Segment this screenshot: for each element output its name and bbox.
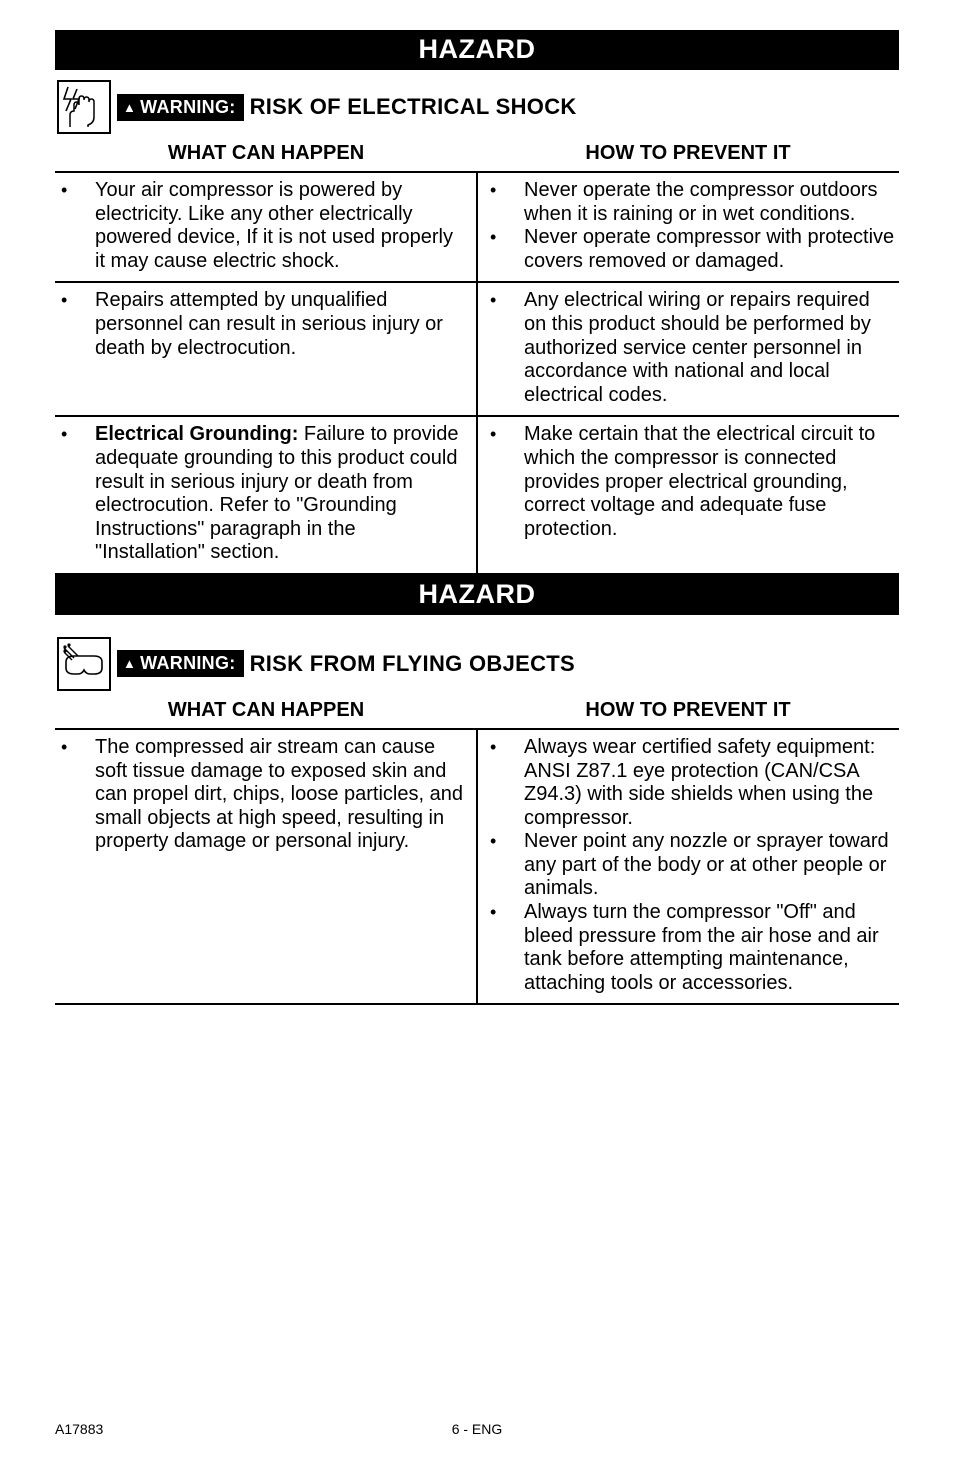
cell-text: Always turn the compressor "Off" and ble…: [524, 901, 895, 995]
risk-title-electrical: RISK OF ELECTRICAL SHOCK: [250, 94, 577, 120]
hazard-bar-1: HAZARD: [55, 30, 899, 70]
hazard-table-flying: WHAT CAN HAPPEN HOW TO PREVENT IT •The c…: [55, 695, 899, 1006]
electric-hand-icon: [57, 80, 111, 134]
hazard-bar-2: HAZARD: [55, 575, 899, 615]
warning-row-flying: WARNING: RISK FROM FLYING OBJECTS: [55, 637, 899, 691]
table-row: •Electrical Grounding: Failure to provid…: [55, 416, 899, 574]
risk-title-flying: RISK FROM FLYING OBJECTS: [250, 651, 575, 677]
cell-text: Never operate compressor with protective…: [524, 226, 895, 273]
table-row: •The compressed air stream can cause sof…: [55, 729, 899, 1005]
cell-text: Repairs attempted by unqualified personn…: [95, 289, 466, 360]
bold-lead: Electrical Grounding:: [95, 423, 298, 445]
table-row: •Repairs attempted by unqualified person…: [55, 282, 899, 416]
col-header-how: HOW TO PREVENT IT: [477, 695, 899, 729]
warning-row-electrical: WARNING: RISK OF ELECTRICAL SHOCK: [55, 80, 899, 134]
hazard-table-electrical: WHAT CAN HAPPEN HOW TO PREVENT IT •Your …: [55, 138, 899, 575]
footer-center: 6 - ENG: [336, 1421, 617, 1437]
cell-text: The compressed air stream can cause soft…: [95, 736, 466, 854]
cell-text: Your air compressor is powered by electr…: [95, 179, 466, 273]
goggles-icon: [57, 637, 111, 691]
page: HAZARD WARNING: RISK OF ELECTRICAL SHOCK…: [0, 0, 954, 1475]
cell-text: Never point any nozzle or sprayer toward…: [524, 830, 895, 901]
cell-text: Never operate the compressor outdoors wh…: [524, 179, 895, 226]
footer-left: A17883: [55, 1421, 336, 1437]
warning-badge-2: WARNING:: [117, 650, 244, 677]
table-row: •Your air compressor is powered by elect…: [55, 172, 899, 282]
col-header-how: HOW TO PREVENT IT: [477, 138, 899, 172]
col-header-what: WHAT CAN HAPPEN: [55, 138, 477, 172]
col-header-what: WHAT CAN HAPPEN: [55, 695, 477, 729]
cell-text: Make certain that the electrical circuit…: [524, 423, 895, 541]
page-footer: A17883 6 - ENG: [55, 1421, 899, 1437]
cell-text: Any electrical wiring or repairs require…: [524, 289, 895, 407]
cell-text: Electrical Grounding: Failure to provide…: [95, 423, 466, 565]
cell-text: Always wear certified safety equipment: …: [524, 736, 895, 830]
warning-badge-1: WARNING:: [117, 94, 244, 121]
